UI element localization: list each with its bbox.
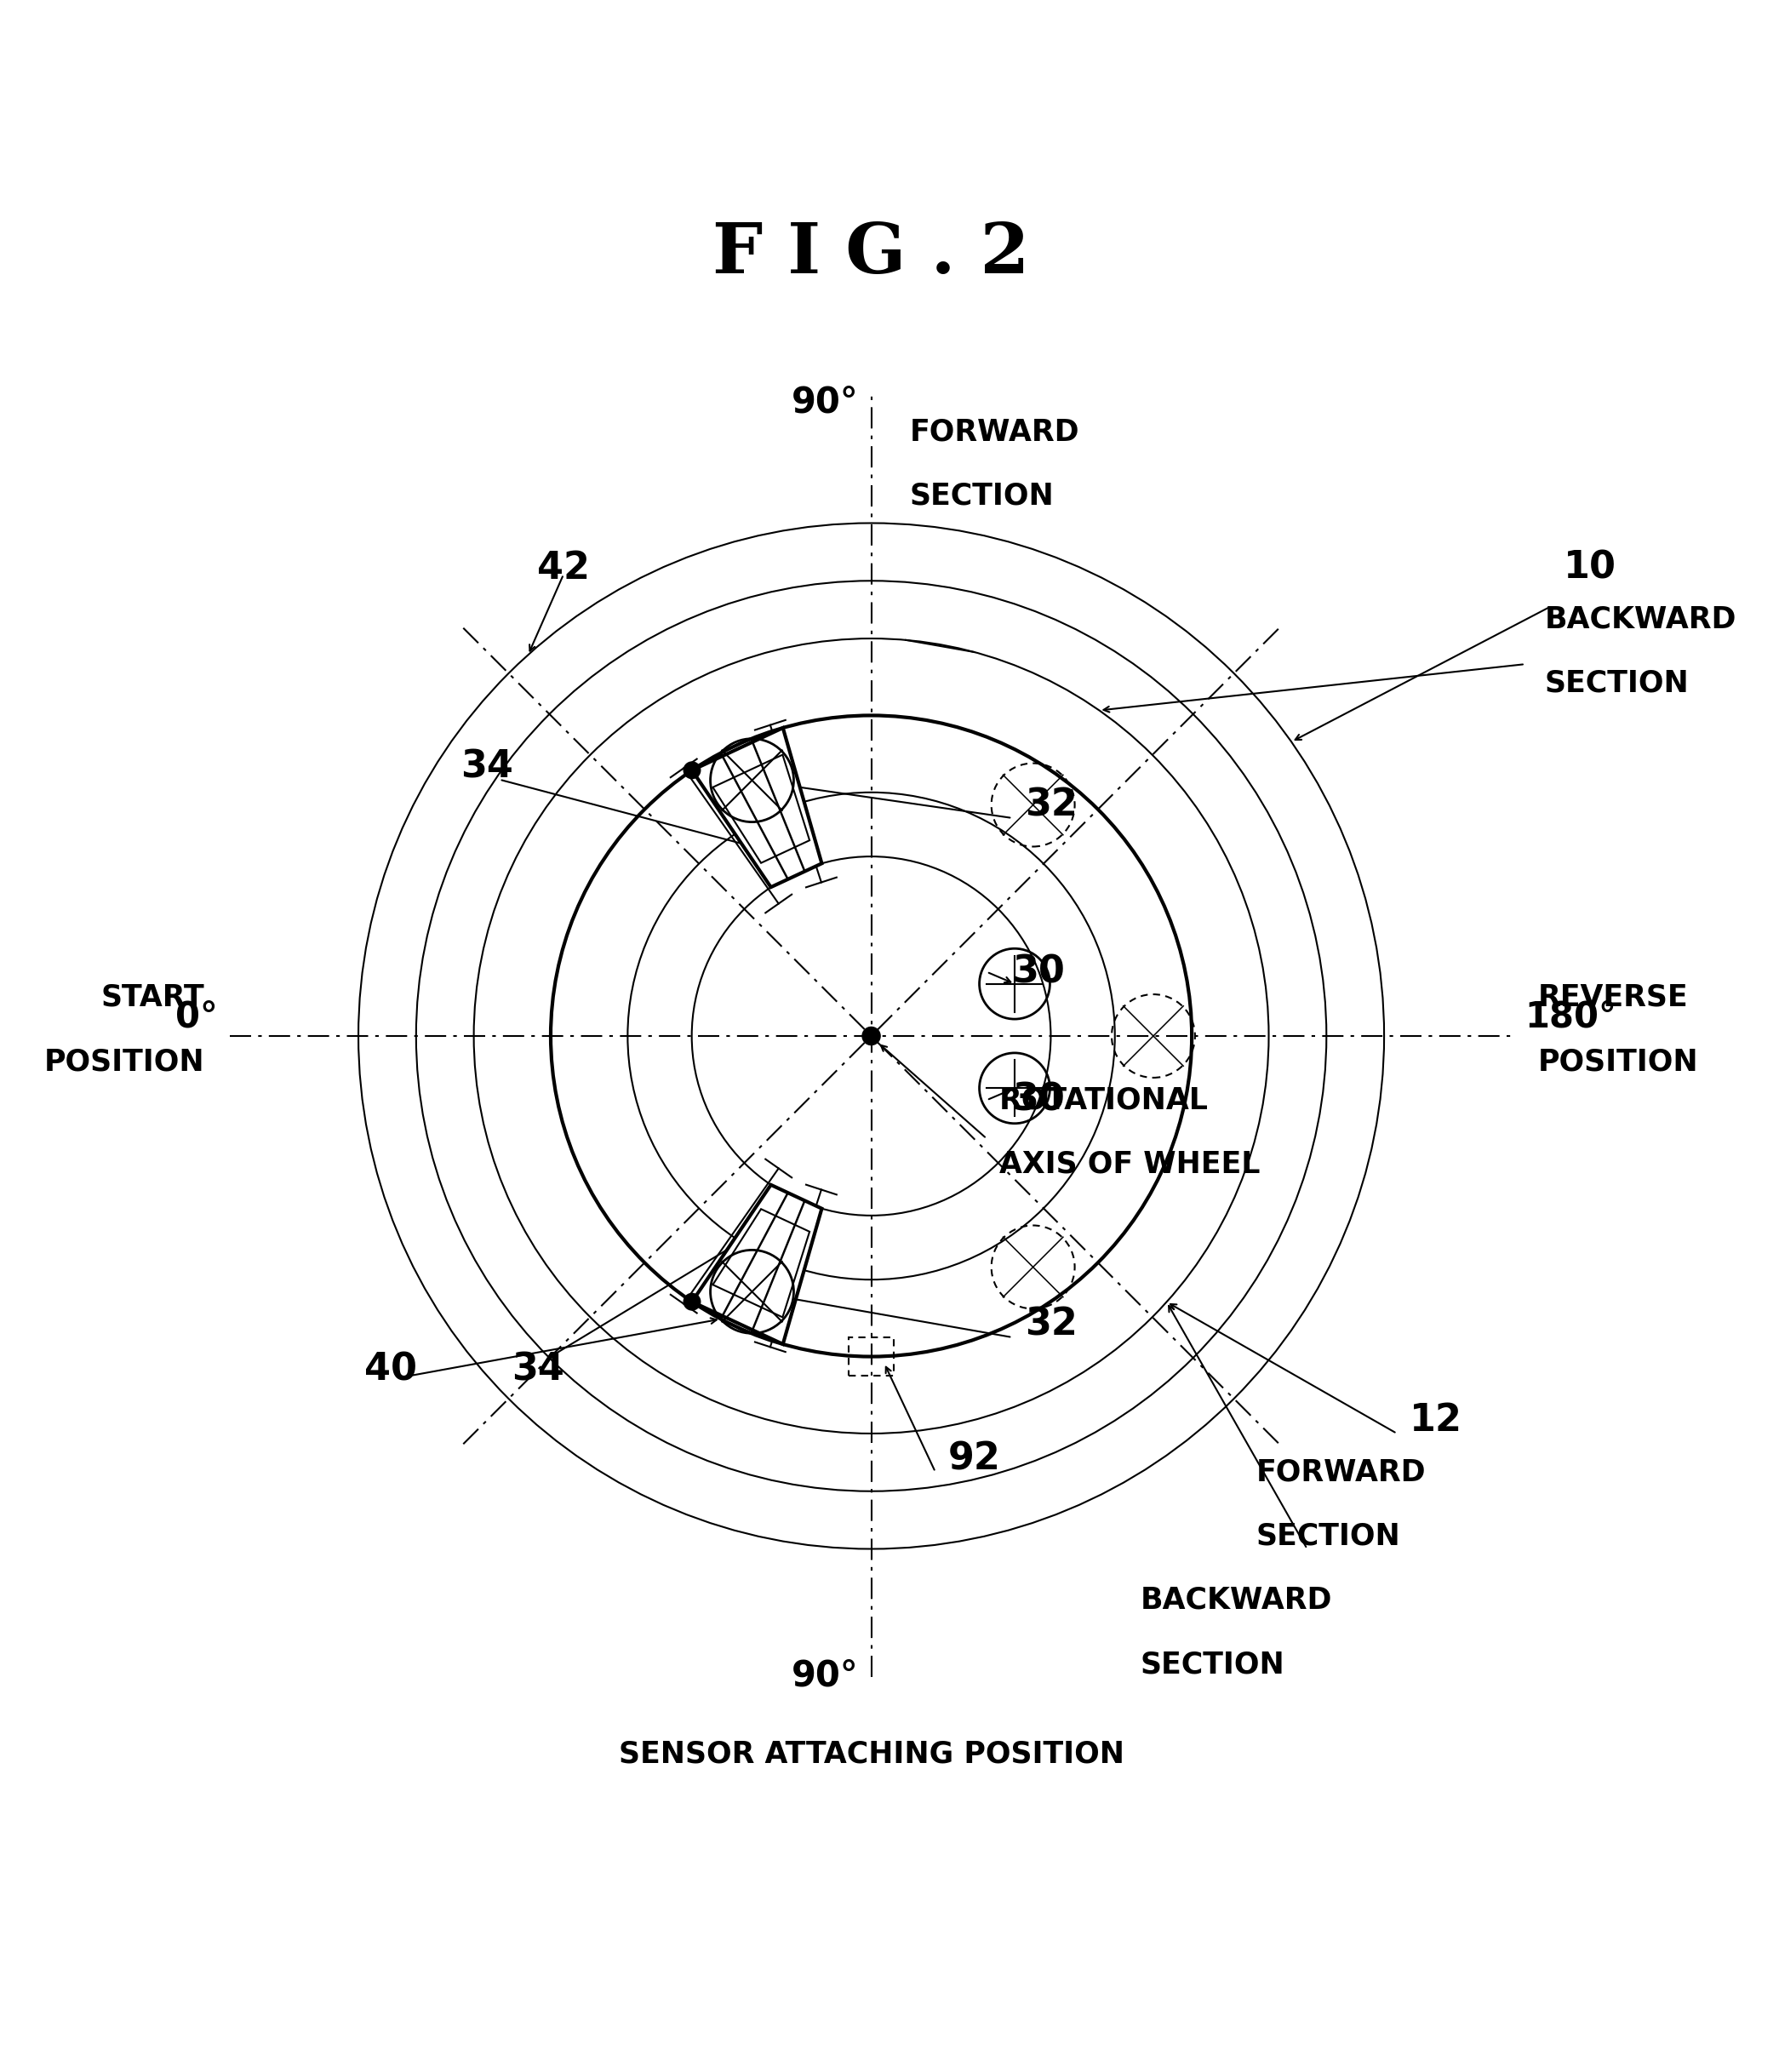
- Text: POSITION: POSITION: [44, 1046, 205, 1075]
- Text: ROTATIONAL: ROTATIONAL: [1000, 1086, 1210, 1115]
- Circle shape: [863, 1028, 881, 1044]
- Text: 30: 30: [1012, 1082, 1066, 1119]
- Text: POSITION: POSITION: [1539, 1046, 1699, 1075]
- Text: 90°: 90°: [792, 385, 859, 421]
- Text: 12: 12: [1409, 1403, 1462, 1438]
- Text: 30: 30: [1012, 953, 1066, 990]
- Text: SECTION: SECTION: [909, 481, 1055, 510]
- Text: FORWARD: FORWARD: [909, 416, 1080, 445]
- Circle shape: [683, 762, 701, 779]
- Text: 0°: 0°: [174, 999, 217, 1034]
- Polygon shape: [692, 727, 822, 887]
- Text: 180°: 180°: [1525, 999, 1617, 1034]
- Polygon shape: [692, 1185, 822, 1345]
- Text: 42: 42: [537, 549, 591, 586]
- Text: 92: 92: [948, 1440, 1002, 1477]
- Text: 32: 32: [1025, 787, 1078, 823]
- Text: 32: 32: [1025, 1305, 1078, 1343]
- Text: START: START: [101, 982, 205, 1011]
- Text: 40: 40: [365, 1351, 416, 1388]
- Text: 34: 34: [512, 1351, 564, 1388]
- Text: SENSOR ATTACHING POSITION: SENSOR ATTACHING POSITION: [619, 1740, 1124, 1769]
- Text: SECTION: SECTION: [1544, 669, 1688, 698]
- Text: REVERSE: REVERSE: [1539, 982, 1688, 1011]
- Text: 34: 34: [461, 748, 512, 785]
- Text: 10: 10: [1564, 549, 1617, 586]
- Text: SECTION: SECTION: [1140, 1649, 1284, 1678]
- Circle shape: [683, 1293, 701, 1310]
- Text: 90°: 90°: [792, 1658, 859, 1693]
- Text: BACKWARD: BACKWARD: [1140, 1585, 1332, 1614]
- Text: FORWARD: FORWARD: [1256, 1457, 1425, 1486]
- Text: BACKWARD: BACKWARD: [1544, 605, 1736, 634]
- Text: AXIS OF WHEEL: AXIS OF WHEEL: [1000, 1150, 1260, 1179]
- Text: F I G . 2: F I G . 2: [713, 220, 1030, 288]
- Text: SECTION: SECTION: [1256, 1521, 1400, 1550]
